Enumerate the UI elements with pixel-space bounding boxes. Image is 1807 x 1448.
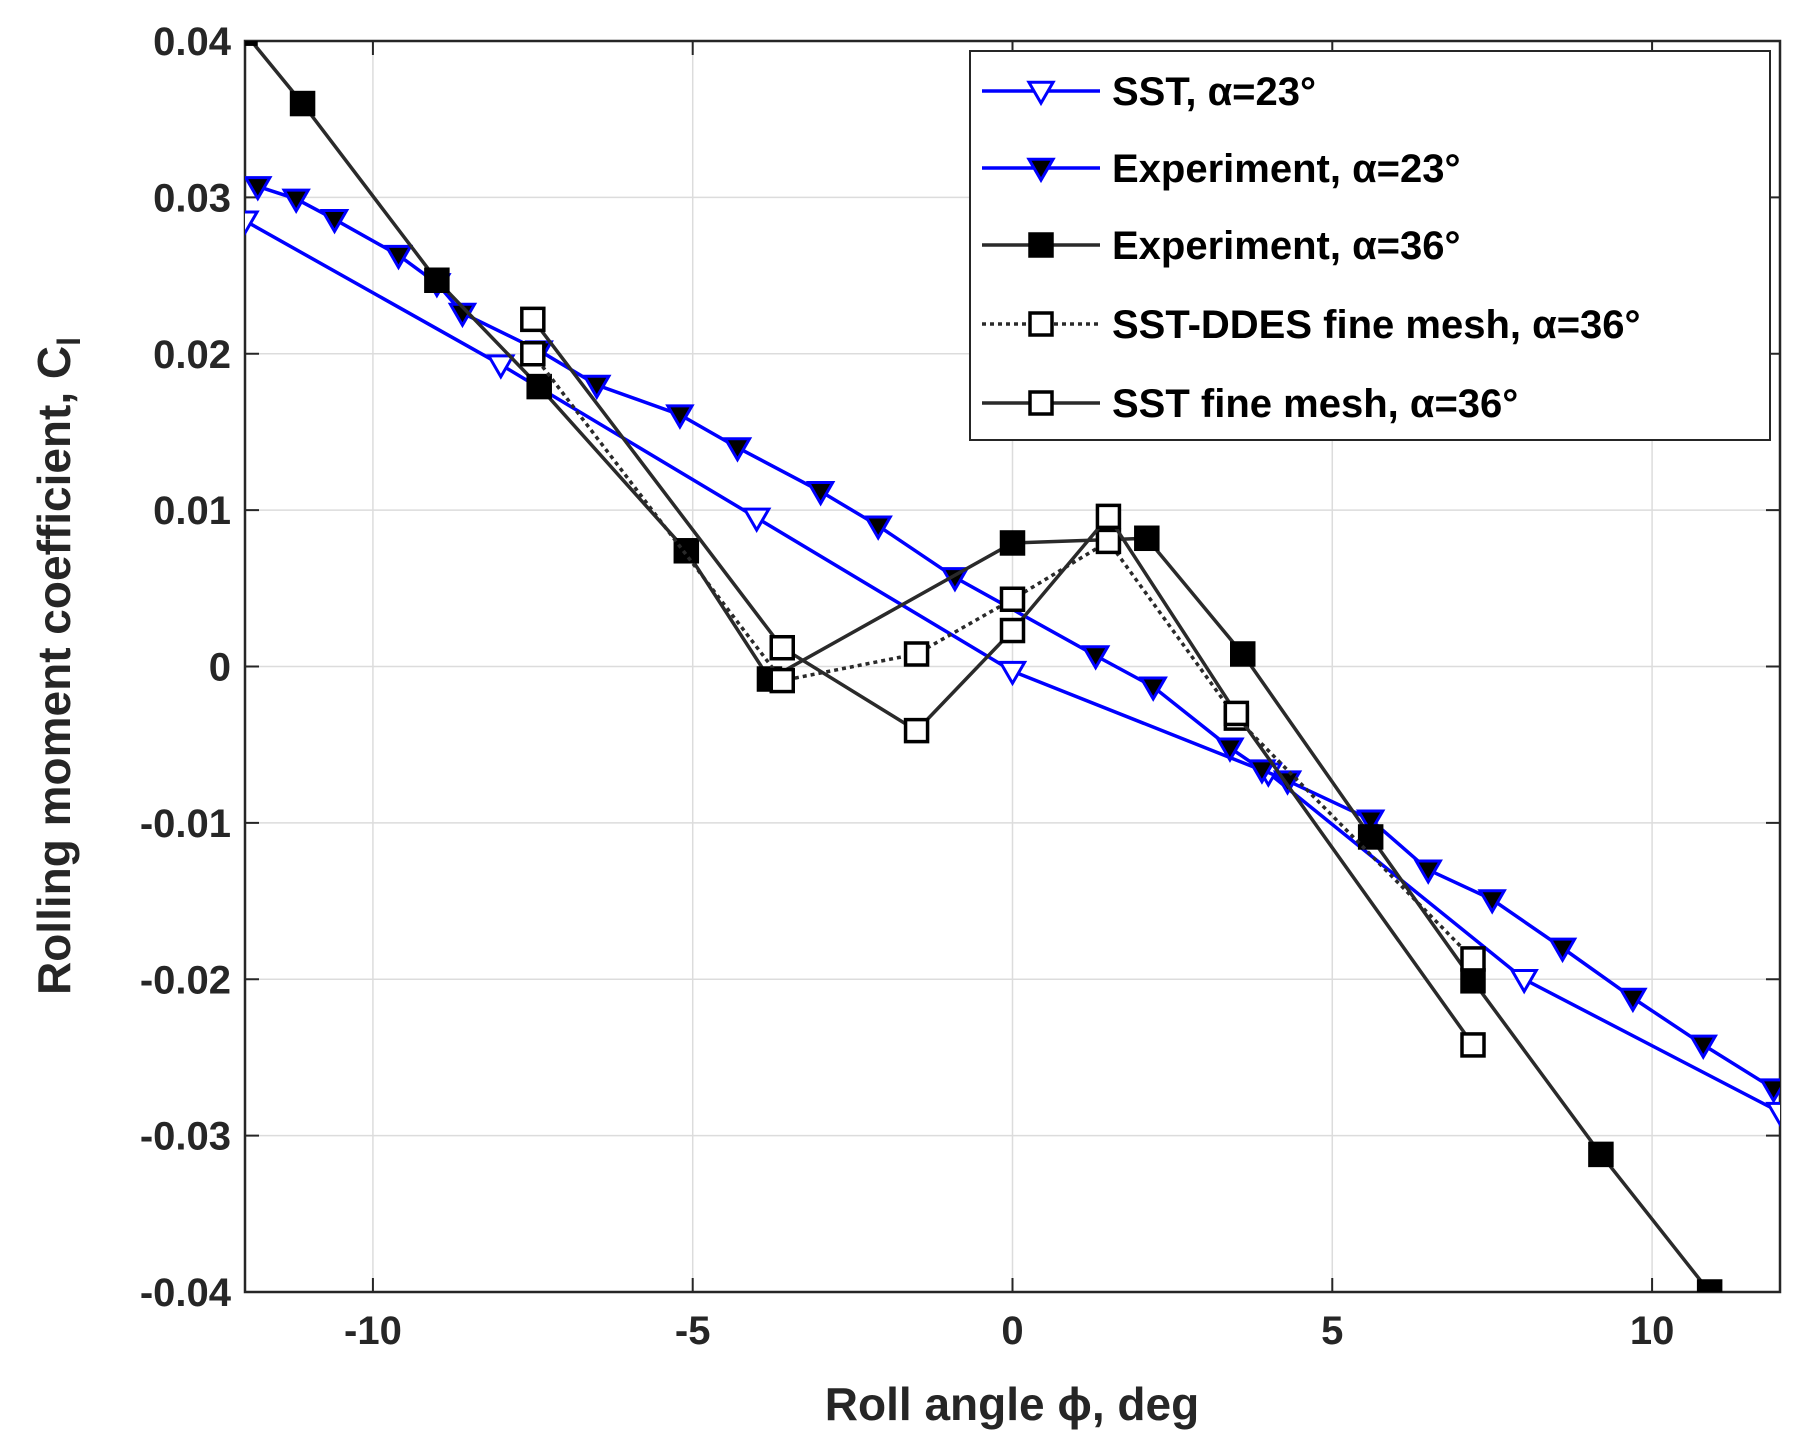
plot-content bbox=[245, 41, 1780, 1292]
data-point bbox=[673, 538, 700, 564]
y-tick-label: 0.02 bbox=[153, 333, 231, 377]
data-point bbox=[281, 188, 311, 215]
data-point bbox=[424, 267, 450, 294]
data-point bbox=[319, 208, 350, 235]
data-point bbox=[526, 373, 552, 400]
data-point bbox=[1138, 676, 1168, 702]
data-point bbox=[1247, 759, 1277, 785]
legend: SST, α=23° Experiment, α=23° Experiment, α… bbox=[969, 50, 1771, 441]
data-point bbox=[1230, 641, 1256, 667]
data-point bbox=[665, 404, 695, 430]
legend-entry: SST, α=23° bbox=[982, 70, 1316, 114]
data-point bbox=[769, 667, 795, 694]
data-point bbox=[520, 306, 546, 333]
data-point bbox=[999, 617, 1026, 644]
data-point bbox=[1223, 700, 1250, 727]
tick-labels: -10 -5 0 5 10 -0.04 -0.03 -0.02 -0.01 0 0.01 0.02 0.… bbox=[140, 20, 1675, 1353]
data-point bbox=[1588, 1141, 1614, 1168]
legend-label: SST-DDES fine mesh, α=36° bbox=[1112, 303, 1641, 347]
data-point bbox=[1758, 1078, 1780, 1104]
x-tick-label: -5 bbox=[675, 1309, 711, 1353]
data-point bbox=[999, 530, 1026, 556]
data-point bbox=[1355, 809, 1386, 835]
y-axis-label-subscript: l bbox=[51, 337, 87, 346]
data-point bbox=[520, 341, 546, 367]
data-point bbox=[903, 641, 930, 667]
legend-marker bbox=[1028, 311, 1054, 337]
x-tick-label: 5 bbox=[1321, 1309, 1343, 1353]
data-point bbox=[1095, 503, 1122, 530]
legend-entry: Experiment, α=36° bbox=[982, 224, 1461, 268]
legend-label: SST, α=23° bbox=[1112, 70, 1316, 114]
data-point bbox=[486, 354, 516, 380]
legend-entry: SST fine mesh, α=36° bbox=[982, 382, 1518, 426]
data-point bbox=[903, 717, 930, 744]
y-tick-label: -0.04 bbox=[140, 1271, 232, 1315]
data-point bbox=[1357, 824, 1384, 850]
data-point bbox=[1688, 1034, 1718, 1061]
data-point bbox=[1460, 968, 1486, 994]
y-axis-label-main: Rolling moment coefficient, C bbox=[28, 346, 80, 995]
y-tick-label: -0.02 bbox=[140, 958, 231, 1002]
series-5 bbox=[520, 306, 1486, 1058]
x-axis-label: Roll angle ϕ, deg bbox=[825, 1378, 1199, 1430]
data-point bbox=[1765, 1101, 1780, 1128]
data-point bbox=[383, 244, 414, 271]
legend-marker bbox=[1026, 80, 1056, 107]
data-point bbox=[1080, 645, 1111, 671]
data-point bbox=[722, 437, 753, 463]
legend-label: Experiment, α=23° bbox=[1112, 147, 1461, 191]
series-3 bbox=[245, 41, 1723, 1292]
data-point bbox=[1460, 946, 1486, 972]
data-point bbox=[289, 90, 316, 117]
data-point bbox=[1547, 937, 1578, 964]
y-tick-label: 0 bbox=[209, 646, 231, 690]
legend-entries: SST, α=23° Experiment, α=23° Experiment, α… bbox=[982, 70, 1641, 426]
data-point bbox=[245, 176, 273, 202]
data-point bbox=[1134, 525, 1160, 552]
data-point bbox=[741, 507, 772, 534]
legend-marker bbox=[1026, 157, 1056, 184]
legend-marker bbox=[1028, 232, 1054, 258]
data-point bbox=[999, 586, 1026, 613]
data-point bbox=[1696, 1279, 1723, 1292]
data-point bbox=[1477, 889, 1507, 915]
legend-marker bbox=[1028, 390, 1054, 416]
data-point bbox=[1095, 528, 1122, 555]
legend-box bbox=[969, 50, 1771, 441]
legend-label: Experiment, α=36° bbox=[1112, 224, 1461, 268]
y-tick-label: -0.01 bbox=[140, 802, 231, 846]
legend-entry: SST-DDES fine mesh, α=36° bbox=[982, 303, 1641, 347]
series-layer bbox=[245, 41, 1780, 1292]
legend-entry: Experiment, α=23° bbox=[982, 147, 1461, 191]
data-point bbox=[245, 41, 258, 46]
y-axis-label: Rolling moment coefficient, Cl bbox=[28, 337, 87, 995]
data-point bbox=[245, 210, 260, 236]
y-tick-label: 0.03 bbox=[153, 176, 231, 220]
data-point bbox=[1460, 1032, 1486, 1058]
data-point bbox=[1509, 968, 1539, 995]
data-point bbox=[582, 374, 612, 401]
legend-label: SST fine mesh, α=36° bbox=[1112, 382, 1518, 426]
data-point bbox=[1413, 859, 1443, 885]
x-tick-label: -10 bbox=[344, 1309, 402, 1353]
x-tick-label: 10 bbox=[1630, 1309, 1675, 1353]
data-point bbox=[997, 660, 1028, 687]
data-point bbox=[769, 634, 795, 661]
data-point bbox=[863, 515, 893, 541]
y-tick-label: 0.04 bbox=[153, 20, 232, 64]
y-tick-label: -0.03 bbox=[140, 1115, 231, 1159]
data-point bbox=[1215, 737, 1245, 763]
data-point bbox=[805, 481, 836, 507]
data-point bbox=[1618, 987, 1648, 1014]
y-tick-label: 0.01 bbox=[153, 489, 231, 533]
x-tick-label: 0 bbox=[1001, 1309, 1023, 1353]
